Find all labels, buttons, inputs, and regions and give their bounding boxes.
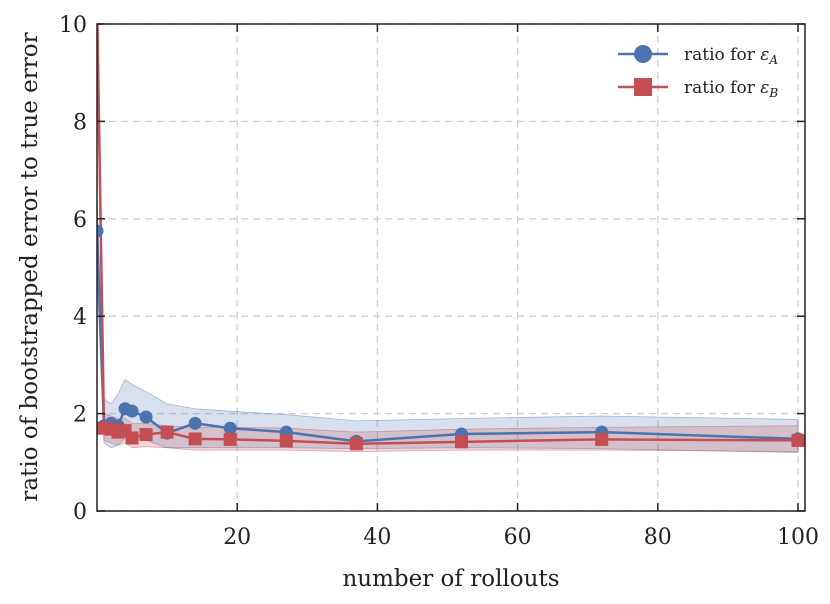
legend-subscript: B (768, 86, 778, 100)
series-1-point (279, 434, 293, 448)
x-tick-label: 40 (363, 525, 391, 550)
legend-text: ratio for (684, 78, 760, 98)
series-0-point (188, 416, 202, 430)
x-tick-label: 60 (504, 525, 532, 550)
y-tick-label: 0 (73, 500, 87, 525)
series-1-point (160, 425, 174, 439)
series-0-point (223, 421, 237, 435)
legend-marker-1 (634, 78, 652, 96)
legend-subscript: A (768, 53, 778, 67)
x-tick-label: 100 (777, 525, 819, 550)
series-1-point (455, 435, 469, 449)
legend-epsilon: ε (760, 78, 769, 98)
x-tick-label: 20 (223, 525, 251, 550)
legend-epsilon: ε (760, 45, 769, 65)
y-tick-label: 10 (59, 13, 87, 38)
series-0-point (97, 224, 104, 238)
series-1-point (595, 432, 609, 446)
y-tick-label: 4 (73, 305, 87, 330)
legend-label-0: ratio for εA (684, 45, 778, 67)
series-1-point (91, 0, 104, 6)
series-0-point (139, 410, 153, 424)
series-1-band (97, 24, 799, 452)
x-tick-label: 80 (644, 525, 672, 550)
series-lines (97, 24, 799, 446)
y-tick-label: 2 (73, 403, 87, 428)
series-1-point (125, 431, 139, 445)
axis-ticks: 20 40 60 80 100 0 2 4 6 8 10 (59, 13, 819, 550)
plot-frame (96, 23, 806, 512)
y-tick-label: 6 (73, 208, 87, 233)
legend-text: ratio for (684, 45, 760, 65)
series-markers (91, 0, 805, 451)
y-tick-label: 8 (73, 110, 87, 135)
series-1-point (139, 428, 153, 442)
legend-label-1: ratio for εB (684, 78, 778, 100)
series-1-line (97, 24, 798, 446)
series-0-point (125, 404, 139, 418)
confidence-bands (97, 24, 799, 453)
x-axis-label: number of rollouts (342, 566, 559, 592)
series-1-point (223, 432, 237, 446)
series-1-point (188, 432, 202, 446)
legend-marker-0 (634, 45, 652, 63)
series-1-point (791, 433, 805, 447)
series-1-point (349, 437, 363, 451)
y-axis-label: ratio of bootstrapped error to true erro… (17, 32, 43, 501)
